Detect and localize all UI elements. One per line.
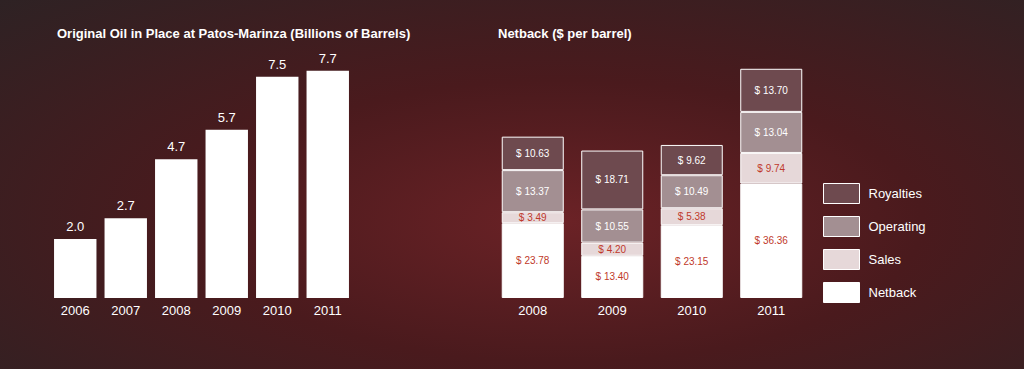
svg-text:2.7: 2.7 [117,198,135,213]
svg-text:2011: 2011 [757,303,785,318]
svg-text:$ 10.49: $ 10.49 [675,186,709,197]
svg-text:2009: 2009 [212,303,241,318]
svg-text:2008: 2008 [518,303,547,318]
svg-text:$ 13.70: $ 13.70 [755,85,789,96]
svg-text:$ 10.55: $ 10.55 [596,221,630,232]
svg-text:Original Oil in Place at Patos: Original Oil in Place at Patos-Marinza (… [57,26,410,41]
svg-text:$ 9.74: $ 9.74 [757,163,785,174]
svg-text:$ 13.37: $ 13.37 [516,186,550,197]
svg-text:Netback: Netback [869,285,917,300]
svg-text:Royalties: Royalties [869,186,923,201]
svg-text:$ 5.38: $ 5.38 [678,211,706,222]
svg-text:2009: 2009 [598,303,627,318]
svg-text:$ 13.04: $ 13.04 [755,127,789,138]
svg-text:7.5: 7.5 [268,57,286,72]
svg-text:2008: 2008 [162,303,191,318]
svg-text:$ 10.63: $ 10.63 [516,148,550,159]
svg-text:$ 36.36: $ 36.36 [755,235,789,246]
svg-text:2011: 2011 [314,303,342,318]
svg-text:7.7: 7.7 [319,51,337,66]
svg-text:2.0: 2.0 [66,219,84,234]
svg-text:Operating: Operating [869,219,926,234]
svg-text:Sales: Sales [869,252,902,267]
svg-text:4.7: 4.7 [167,139,185,154]
svg-text:$ 23.15: $ 23.15 [675,256,709,267]
svg-text:2010: 2010 [677,303,706,318]
svg-text:$ 3.49: $ 3.49 [519,212,547,223]
svg-text:5.7: 5.7 [218,110,236,125]
svg-text:2010: 2010 [263,303,292,318]
svg-text:$ 9.62: $ 9.62 [678,155,706,166]
svg-text:$ 13.40: $ 13.40 [596,271,630,282]
svg-text:Netback ($ per barrel): Netback ($ per barrel) [498,26,632,41]
svg-text:$ 4.20: $ 4.20 [598,244,626,255]
svg-text:$ 23.78: $ 23.78 [516,255,550,266]
svg-text:2006: 2006 [61,303,90,318]
svg-text:$ 18.71: $ 18.71 [596,174,630,185]
svg-text:2007: 2007 [111,303,140,318]
